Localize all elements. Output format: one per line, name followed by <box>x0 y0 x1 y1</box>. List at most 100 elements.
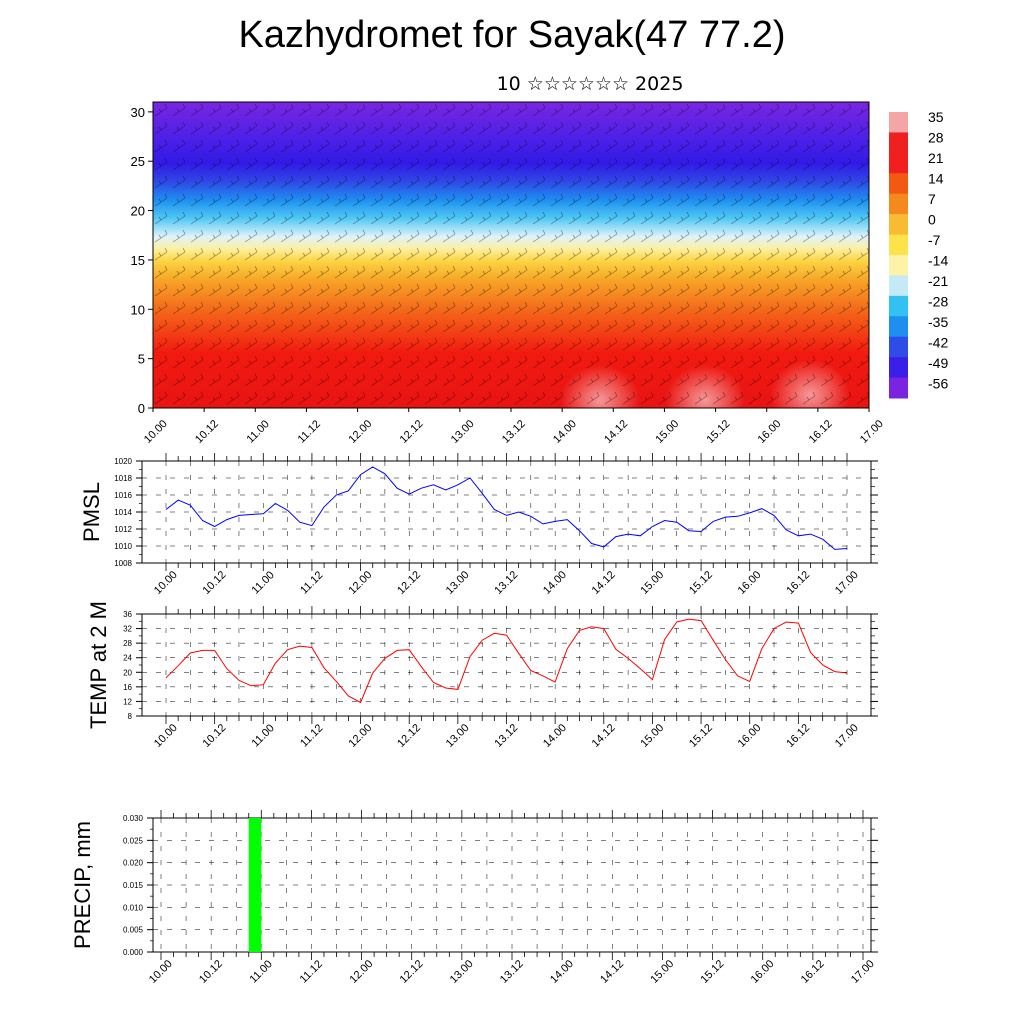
pmsl-series-line <box>165 466 848 550</box>
temp-ytick-label: 12 <box>123 697 132 706</box>
temp-ytick-label: 24 <box>123 654 132 663</box>
precip-xtick-label: 15.12 <box>698 958 726 986</box>
colorbar-segment <box>889 132 908 154</box>
heatmap-xtick-label: 16.00 <box>756 418 784 446</box>
colorbar-segment <box>889 173 908 195</box>
colorbar-label: 7 <box>928 191 936 207</box>
heatmap-xtick-label: 11.00 <box>244 418 271 445</box>
temp-ytick-label: 20 <box>123 668 132 677</box>
temp-xtick-label: 12.12 <box>395 722 423 750</box>
precip-xtick-label: 11.12 <box>298 958 325 985</box>
temp-xtick-label: 10.12 <box>201 722 229 750</box>
pmsl-ytick-label: 1012 <box>114 525 132 534</box>
precip-xtick-label: 13.12 <box>498 958 526 986</box>
heatmap-xtick-label: 11.12 <box>296 418 323 445</box>
pmsl-xtick-label: 10.00 <box>152 569 180 597</box>
precip-xtick-label: 14.00 <box>548 958 576 986</box>
colorbar-segment <box>889 255 908 276</box>
pmsl-panel: 1008 1010 1012 1014 1016 1018 1020 10.00 10.12 11… <box>79 453 878 597</box>
colorbar-segment <box>889 275 908 297</box>
pmsl-ytick-label: 1020 <box>114 457 132 466</box>
pmsl-ylabel: PMSL <box>79 482 104 542</box>
colorbar-label: 21 <box>928 150 944 166</box>
heatmap-xtick-label: 15.00 <box>653 418 681 446</box>
pmsl-ytick-label: 1016 <box>114 491 132 500</box>
precip-xtick-label: 14.12 <box>598 958 626 986</box>
temp-ylabel: TEMP at 2 M <box>86 601 111 729</box>
heatmap-ytick-label: 0 <box>138 401 145 416</box>
colorbar-segment <box>889 377 908 399</box>
colorbar-label: 0 <box>928 212 936 228</box>
temp-xtick-label: 14.12 <box>590 722 618 750</box>
pmsl-xtick-label: 16.00 <box>736 569 764 597</box>
precip-xtick-label: 15.00 <box>648 958 676 986</box>
cross-section-panel: 0 5 10 15 20 25 30 10.00 10.12 11.00 11.12 12.00 12.… <box>131 101 886 446</box>
pmsl-xtick-label: 14.00 <box>541 569 569 597</box>
colorbar-segment <box>889 152 908 174</box>
temp-ytick-label: 16 <box>123 683 132 692</box>
chart-title: Kazhydromet for Sayak(47 77.2) <box>238 14 786 56</box>
heatmap-ytick-label: 20 <box>131 204 145 219</box>
colorbar-label: -35 <box>928 314 948 330</box>
heatmap-field <box>153 102 869 408</box>
pmsl-xtick-label: 12.12 <box>395 569 423 597</box>
precip-panel: 0.000 0.005 0.010 0.015 0.020 0.025 0.030 10.00… <box>70 810 878 986</box>
pmsl-xtick-label: 15.00 <box>638 569 666 597</box>
precip-xtick-label: 17.00 <box>849 958 877 986</box>
precip-xtick-label: 12.00 <box>347 958 375 986</box>
pmsl-ytick-label: 1018 <box>114 474 132 483</box>
precip-xtick-label: 13.00 <box>448 958 476 986</box>
precip-xtick-label: 16.00 <box>749 958 777 986</box>
precip-ytick-label: 0.030 <box>123 814 144 823</box>
precip-xtick-label: 10.00 <box>147 958 175 986</box>
pmsl-xtick-label: 10.12 <box>201 569 229 597</box>
heatmap-xtick-label: 15.12 <box>704 418 732 446</box>
heatmap-xtick-label: 14.00 <box>551 418 579 446</box>
precip-ytick-label: 0.000 <box>123 948 144 957</box>
heatmap-xtick-label: 17.00 <box>858 418 886 446</box>
temp-ytick-label: 8 <box>128 712 133 721</box>
colorbar-label: -21 <box>928 273 948 289</box>
colorbar-segment <box>889 295 908 317</box>
precip-xtick-label: 10.12 <box>197 958 225 986</box>
temp-xtick-label: 14.00 <box>541 722 569 750</box>
colorbar-label: -14 <box>928 253 948 269</box>
temp-panel: 8 12 16 20 24 28 32 36 10.00 10.12 11.00 11.12 12.00… <box>86 601 878 750</box>
heatmap-xtick-label: 10.00 <box>142 418 170 446</box>
precip-xtick-label: 16.12 <box>799 958 827 986</box>
heatmap-ytick-label: 10 <box>131 302 145 317</box>
colorbar-label: 35 <box>928 109 944 125</box>
pmsl-xtick-label: 15.12 <box>687 569 715 597</box>
temp-xtick-label: 10.00 <box>152 722 180 750</box>
temp-xtick-label: 16.00 <box>736 722 764 750</box>
colorbar-label: -28 <box>928 294 948 310</box>
heatmap-ytick-label: 15 <box>131 253 145 268</box>
pmsl-xtick-label: 12.00 <box>346 569 374 597</box>
temp-xtick-label: 17.00 <box>833 722 861 750</box>
temp-series-line <box>165 618 848 704</box>
temp-ytick-label: 32 <box>123 625 132 634</box>
temp-xtick-label: 13.00 <box>444 722 472 750</box>
precip-ytick-label: 0.015 <box>123 881 144 890</box>
heatmap-xtick-label: 14.12 <box>602 418 630 446</box>
pmsl-ytick-label: 1014 <box>114 508 132 517</box>
wind-barbs <box>153 102 869 408</box>
temp-xtick-label: 15.00 <box>638 722 666 750</box>
pmsl-ytick-label: 1008 <box>114 559 132 568</box>
heatmap-xtick-label: 10.12 <box>193 418 221 446</box>
colorbar: 35 28 21 14 7 0 -7 -14 -21 -28 -35 -42 -49 -56 <box>889 109 948 399</box>
temp-xtick-label: 15.12 <box>687 722 715 750</box>
colorbar-segment <box>889 214 908 236</box>
precip-ytick-label: 0.020 <box>123 859 144 868</box>
colorbar-label: 14 <box>928 171 944 187</box>
colorbar-label: -42 <box>928 335 948 351</box>
colorbar-label: -56 <box>928 376 948 392</box>
pmsl-xtick-label: 17.00 <box>833 569 861 597</box>
heatmap-ytick-label: 25 <box>131 154 145 169</box>
temp-xtick-label: 13.12 <box>492 722 520 750</box>
heatmap-xtick-label: 13.12 <box>500 418 528 446</box>
temp-ytick-label: 36 <box>123 610 132 619</box>
pmsl-xtick-label: 11.00 <box>249 569 276 596</box>
temp-xtick-label: 11.00 <box>249 722 276 749</box>
temp-xtick-label: 12.00 <box>346 722 374 750</box>
